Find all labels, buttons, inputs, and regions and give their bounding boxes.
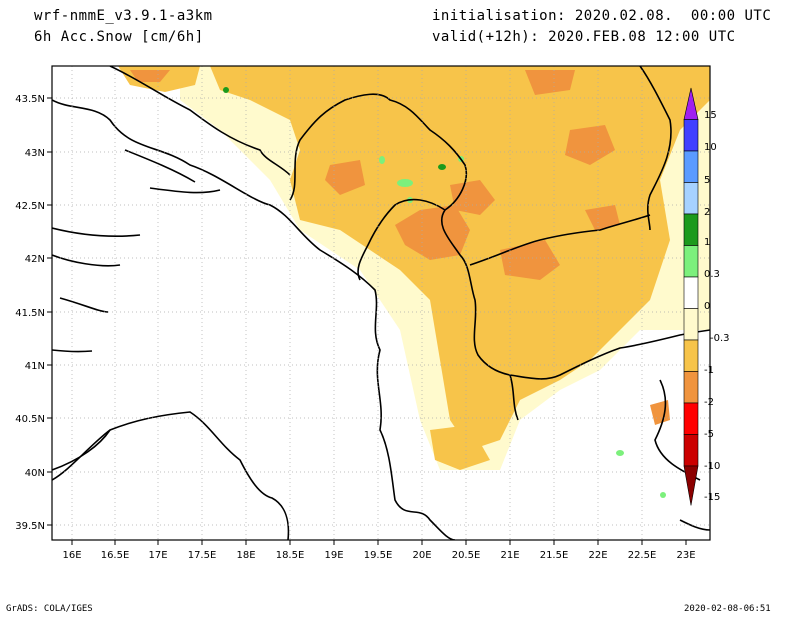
grid-lines <box>52 66 710 540</box>
colorbar-label: 5 <box>704 175 710 186</box>
colorbar <box>683 87 699 506</box>
colorbar-segment <box>683 245 699 278</box>
lon-label: 22E <box>588 550 607 561</box>
colorbar-label: 0 <box>704 301 710 312</box>
colorbar-segment <box>683 150 699 183</box>
lat-label: 43N <box>25 148 45 159</box>
lon-label: 20.5E <box>452 550 481 561</box>
lon-label: 17E <box>148 550 167 561</box>
colorbar-segment <box>683 465 699 506</box>
lat-label: 40.5N <box>15 414 45 425</box>
lon-label: 18E <box>236 550 255 561</box>
lon-label: 19.5E <box>364 550 393 561</box>
colorbar-label: 2 <box>704 207 710 218</box>
map-frame <box>51 65 711 541</box>
colorbar-label: -2 <box>704 397 714 408</box>
axis-ticks <box>47 97 687 545</box>
lat-label: 41N <box>25 361 45 372</box>
lon-label: 16E <box>62 550 81 561</box>
field-title: 6h Acc.Snow [cm/6h] <box>34 29 204 45</box>
init-time: initialisation: 2020.02.08. 00:00 UTC <box>432 8 772 24</box>
colorbar-segment <box>683 402 699 435</box>
lon-label: 18.5E <box>276 550 305 561</box>
colorbar-segment <box>683 434 699 467</box>
lon-label: 22.5E <box>628 550 657 561</box>
lon-label: 19E <box>324 550 343 561</box>
lat-label: 42.5N <box>15 201 45 212</box>
coastlines <box>52 66 710 540</box>
lon-label: 17.5E <box>188 550 217 561</box>
colorbar-label: -10 <box>704 461 720 472</box>
lon-label: 16.5E <box>101 550 130 561</box>
lat-label: 40N <box>25 468 45 479</box>
colorbar-label: 15 <box>704 110 717 121</box>
colorbar-label: 10 <box>704 142 717 153</box>
longitude-labels: 16E 16.5E 17E 17.5E 18E 18.5E 19E 19.5E … <box>62 550 695 561</box>
colorbar-label: -0.3 <box>710 333 730 344</box>
software-credit: GrADS: COLA/IGES <box>6 604 93 614</box>
colorbar-label: 1 <box>704 237 710 248</box>
colorbar-segment <box>683 276 699 309</box>
lat-label: 42N <box>25 254 45 265</box>
colorbar-label: 0.3 <box>704 269 720 280</box>
colorbar-segment <box>683 182 699 215</box>
colorbar-labels: 15 10 5 2 1 0.3 0 -0.3 -1 -2 -5 -10 -15 <box>704 110 730 503</box>
colorbar-segment <box>683 339 699 372</box>
lat-label: 43.5N <box>15 94 45 105</box>
model-title: wrf-nmmE_v3.9.1-a3km <box>34 8 213 24</box>
colorbar-label: -5 <box>704 429 714 440</box>
colorbar-label: -1 <box>704 365 714 376</box>
lon-label: 20E <box>412 550 431 561</box>
colorbar-segment <box>683 213 699 246</box>
latitude-labels: 43.5N 43N 42.5N 42N 41.5N 41N 40.5N 40N … <box>15 94 45 532</box>
country-borders <box>289 66 710 421</box>
valid-time: valid(+12h): 2020.FEB.08 12:00 UTC <box>432 29 736 45</box>
render-timestamp: 2020-02-08-06:51 <box>684 604 771 614</box>
colorbar-segment <box>683 308 699 341</box>
lon-label: 23E <box>676 550 695 561</box>
colorbar-label: -15 <box>704 492 720 503</box>
lon-label: 21.5E <box>540 550 569 561</box>
lon-label: 21E <box>500 550 519 561</box>
lat-label: 41.5N <box>15 308 45 319</box>
colorbar-segment <box>683 371 699 404</box>
colorbar-segment <box>683 119 699 152</box>
lat-label: 39.5N <box>15 521 45 532</box>
